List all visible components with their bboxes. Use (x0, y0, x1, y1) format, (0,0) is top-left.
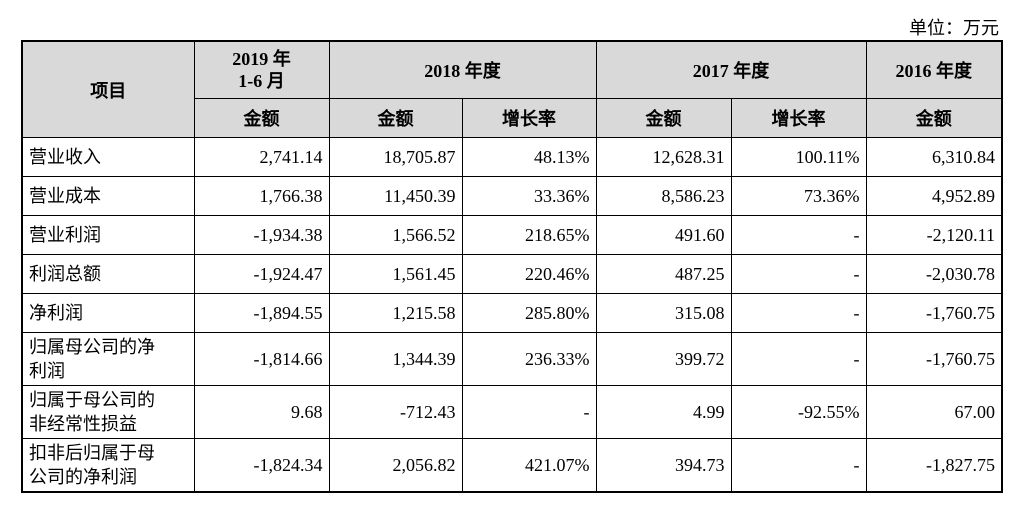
cell-2018-growth: 33.36% (461, 176, 597, 216)
row-label: 营业利润 (21, 215, 195, 255)
cell-2017-growth: 73.36% (730, 176, 867, 216)
cell-2018-amount: 1,215.58 (328, 293, 463, 333)
cell-2018-growth: 48.13% (461, 137, 597, 177)
cell-2016-amount: 4,952.89 (865, 176, 1003, 216)
header-growth-2017: 增长率 (730, 98, 867, 138)
cell-2018-growth: - (461, 385, 597, 439)
table-row: 营业成本 1,766.38 11,450.39 33.36% 8,586.23 … (21, 176, 1003, 216)
table-row: 营业利润 -1,934.38 1,566.52 218.65% 491.60 -… (21, 215, 1003, 255)
cell-2019-amount: 9.68 (193, 385, 330, 439)
cell-2017-amount: 399.72 (595, 332, 732, 386)
cell-2017-amount: 12,628.31 (595, 137, 732, 177)
row-label-line2: 利润 (29, 361, 65, 381)
row-label: 归属母公司的净 利润 (21, 332, 195, 386)
table-row: 营业收入 2,741.14 18,705.87 48.13% 12,628.31… (21, 137, 1003, 177)
cell-2018-amount: 1,566.52 (328, 215, 463, 255)
cell-2016-amount: 6,310.84 (865, 137, 1003, 177)
header-amount-2016: 金额 (865, 98, 1003, 138)
cell-2017-growth: - (730, 293, 867, 333)
row-label: 利润总额 (21, 254, 195, 294)
cell-2019-amount: -1,894.55 (193, 293, 330, 333)
header-growth-2018: 增长率 (461, 98, 597, 138)
cell-2018-growth: 236.33% (461, 332, 597, 386)
cell-2018-growth: 421.07% (461, 438, 597, 493)
cell-2018-amount: 18,705.87 (328, 137, 463, 177)
header-period-2019: 2019 年 1-6 月 (193, 40, 330, 99)
header-period-2017: 2017 年度 (595, 40, 867, 99)
cell-2017-growth: - (730, 438, 867, 493)
cell-2017-amount: 4.99 (595, 385, 732, 439)
cell-2018-amount: 11,450.39 (328, 176, 463, 216)
cell-2017-growth: -92.55% (730, 385, 867, 439)
cell-2019-amount: 2,741.14 (193, 137, 330, 177)
cell-2016-amount: -2,120.11 (865, 215, 1003, 255)
cell-2018-amount: -712.43 (328, 385, 463, 439)
row-label: 归属于母公司的 非经常性损益 (21, 385, 195, 439)
cell-2017-amount: 491.60 (595, 215, 732, 255)
table-row: 归属于母公司的 非经常性损益 9.68 -712.43 - 4.99 -92.5… (21, 385, 1003, 439)
cell-2016-amount: -1,827.75 (865, 438, 1003, 493)
cell-2017-growth: 100.11% (730, 137, 867, 177)
cell-2019-amount: -1,814.66 (193, 332, 330, 386)
cell-2016-amount: -1,760.75 (865, 332, 1003, 386)
cell-2018-amount: 1,561.45 (328, 254, 463, 294)
cell-2019-amount: -1,934.38 (193, 215, 330, 255)
row-label: 营业成本 (21, 176, 195, 216)
header-period-2019-line1: 2019 年 (232, 49, 291, 69)
row-label: 营业收入 (21, 137, 195, 177)
table-row: 利润总额 -1,924.47 1,561.45 220.46% 487.25 -… (21, 254, 1003, 294)
table-row: 归属母公司的净 利润 -1,814.66 1,344.39 236.33% 39… (21, 332, 1003, 386)
cell-2019-amount: -1,824.34 (193, 438, 330, 493)
cell-2016-amount: -2,030.78 (865, 254, 1003, 294)
cell-2018-growth: 220.46% (461, 254, 597, 294)
cell-2018-amount: 2,056.82 (328, 438, 463, 493)
financial-table: 项目 2019 年 1-6 月 2018 年度 2017 年度 2016 年度 … (21, 40, 1003, 493)
header-amount-2019: 金额 (193, 98, 330, 138)
header-period-2019-line2: 1-6 月 (238, 71, 285, 91)
table-row: 扣非后归属于母 公司的净利润 -1,824.34 2,056.82 421.07… (21, 438, 1003, 493)
cell-2017-amount: 394.73 (595, 438, 732, 493)
row-label-line1: 归属母公司的净 (29, 337, 155, 357)
header-row-sub: 金额 金额 增长率 金额 增长率 金额 (22, 98, 1003, 138)
cell-2017-growth: - (730, 215, 867, 255)
cell-2016-amount: 67.00 (865, 385, 1003, 439)
header-period-2016: 2016 年度 (865, 40, 1003, 99)
header-amount-2018: 金额 (328, 98, 463, 138)
row-label: 扣非后归属于母 公司的净利润 (21, 438, 195, 493)
row-label-line1: 扣非后归属于母 (29, 443, 155, 463)
row-label: 净利润 (21, 293, 195, 333)
cell-2017-amount: 8,586.23 (595, 176, 732, 216)
row-label-line2: 非经常性损益 (29, 414, 137, 434)
header-period-2018: 2018 年度 (328, 40, 597, 99)
table-row: 净利润 -1,894.55 1,215.58 285.80% 315.08 - … (21, 293, 1003, 333)
header-row-top: 项目 2019 年 1-6 月 2018 年度 2017 年度 2016 年度 (21, 40, 1003, 138)
row-label-line2: 公司的净利润 (29, 467, 137, 487)
header-amount-2017: 金额 (595, 98, 732, 138)
cell-2017-growth: - (730, 254, 867, 294)
row-label-line1: 归属于母公司的 (29, 390, 155, 410)
cell-2019-amount: 1,766.38 (193, 176, 330, 216)
unit-label: 单位：万元 (909, 18, 999, 38)
cell-2018-growth: 218.65% (461, 215, 597, 255)
cell-2018-growth: 285.80% (461, 293, 597, 333)
cell-2017-amount: 315.08 (595, 293, 732, 333)
header-item: 项目 (21, 40, 195, 138)
cell-2016-amount: -1,760.75 (865, 293, 1003, 333)
cell-2017-growth: - (730, 332, 867, 386)
cell-2018-amount: 1,344.39 (328, 332, 463, 386)
cell-2019-amount: -1,924.47 (193, 254, 330, 294)
cell-2017-amount: 487.25 (595, 254, 732, 294)
